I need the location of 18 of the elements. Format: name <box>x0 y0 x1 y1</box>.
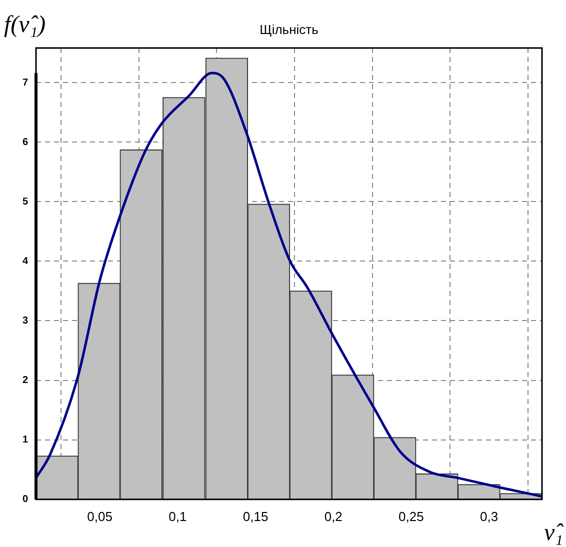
y-tick-label: 7 <box>22 77 28 88</box>
x-tick-label: 0,15 <box>242 508 268 524</box>
y-tick-label: 6 <box>22 136 28 148</box>
x-tick-label: 0,25 <box>398 508 424 524</box>
x-tick-label: 0,1 <box>168 508 187 524</box>
chart-title: Щільність <box>260 22 319 37</box>
x-tick-label: 0,3 <box>480 508 498 524</box>
y-tick-label: 5 <box>22 196 28 208</box>
y-tick-label: 3 <box>22 315 28 326</box>
y-tick-label: 1 <box>22 434 28 446</box>
x-tick-label: 0,2 <box>324 508 342 524</box>
line-series <box>36 72 542 498</box>
y-tick-label: 4 <box>22 256 28 267</box>
y-tick-label: 2 <box>22 375 28 386</box>
y-axis-title: f(ν̂₁) <box>4 12 46 38</box>
x-tick-label: 0,05 <box>87 508 112 524</box>
x-axis-title: ν̂₁ <box>544 520 564 546</box>
y-tick-label: 0 <box>22 494 28 506</box>
